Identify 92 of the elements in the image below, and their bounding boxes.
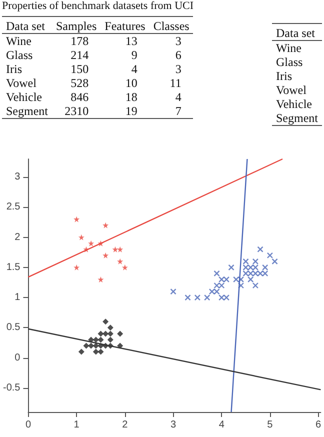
text: 6	[175, 48, 182, 62]
x-tick-label: 1	[74, 420, 80, 430]
point	[252, 282, 259, 289]
x-tick-label: 6	[316, 420, 322, 430]
point	[266, 252, 274, 258]
point	[78, 348, 84, 355]
y-tick-label: 3	[14, 172, 21, 183]
point	[184, 294, 191, 301]
point	[170, 288, 176, 295]
text: 2310	[64, 104, 89, 118]
text: 150	[70, 62, 89, 76]
point	[272, 258, 278, 265]
text: 9	[131, 48, 138, 62]
point	[223, 276, 230, 283]
point	[218, 294, 225, 301]
text: 10	[125, 76, 138, 90]
category-label: Glass	[6, 48, 33, 62]
text: 3	[175, 34, 182, 48]
point	[74, 216, 80, 222]
point	[257, 246, 264, 252]
point	[107, 336, 114, 343]
text: 19	[125, 104, 138, 118]
category-label: Vehicle	[6, 90, 42, 104]
category-label: Segment	[6, 104, 48, 118]
point	[208, 288, 216, 295]
text: Data set	[5, 18, 46, 34]
point	[102, 222, 109, 228]
point	[257, 270, 264, 277]
point	[214, 270, 220, 277]
text: 18	[125, 90, 138, 104]
category-label: Vehicle	[276, 97, 312, 111]
x-tick-label: 4	[218, 420, 225, 430]
y-tick-label: 2	[14, 232, 21, 243]
point	[83, 342, 90, 349]
point	[112, 246, 118, 252]
text: 178	[70, 34, 89, 48]
text: 7	[175, 104, 182, 118]
category-label: Samples	[55, 18, 98, 34]
x-tick-label: 0	[25, 420, 32, 430]
category-label: Wine	[276, 41, 302, 55]
point	[88, 342, 94, 349]
point	[204, 294, 210, 301]
point	[102, 318, 109, 325]
point	[122, 264, 128, 270]
y-tick-label: 0.5	[6, 322, 21, 334]
point	[74, 264, 80, 270]
point	[117, 258, 124, 264]
text: 846	[70, 90, 89, 104]
category-label: Classes	[152, 18, 190, 34]
category-label: Vowel	[276, 83, 306, 97]
point	[223, 294, 230, 301]
point	[102, 330, 109, 337]
point	[92, 336, 99, 343]
y-tick-label: -0.5	[2, 382, 21, 394]
point	[194, 294, 201, 301]
point	[102, 252, 109, 258]
x-tick-label: 2	[122, 420, 128, 430]
point	[98, 348, 104, 355]
y-tick-label: 1.5	[6, 262, 21, 273]
point	[117, 330, 124, 337]
point	[78, 234, 84, 240]
y-tick-label: 2.5	[6, 202, 21, 213]
category-label: Glass	[276, 55, 303, 69]
text: 4	[131, 62, 138, 76]
text: 214	[70, 48, 89, 62]
text: 3	[175, 62, 182, 76]
text: 11	[170, 76, 182, 90]
x-tick-label: 5	[267, 420, 274, 430]
point	[98, 336, 104, 343]
x-tick-label: 3	[170, 420, 176, 430]
point	[107, 324, 114, 331]
point	[228, 264, 234, 271]
point	[117, 246, 124, 252]
category-label: Iris	[276, 69, 292, 83]
text: 13	[125, 34, 138, 48]
y-tick-label: 0	[14, 352, 21, 364]
category-label: Features	[104, 18, 146, 34]
point	[98, 276, 104, 282]
y-tick-label: 1	[14, 292, 21, 304]
category-label: Vowel	[6, 76, 36, 90]
category-label: Wine	[6, 34, 32, 48]
point	[98, 330, 104, 337]
point	[233, 276, 240, 283]
point	[107, 330, 114, 337]
point	[92, 348, 99, 355]
category-label: Iris	[6, 62, 22, 76]
category-label: Segment	[276, 111, 318, 125]
text: 528	[70, 76, 89, 90]
point	[88, 240, 94, 246]
text: Data set	[272, 24, 322, 40]
text: 4	[175, 90, 182, 104]
text: Properties of benchmark datasets from UCI	[2, 0, 195, 12]
